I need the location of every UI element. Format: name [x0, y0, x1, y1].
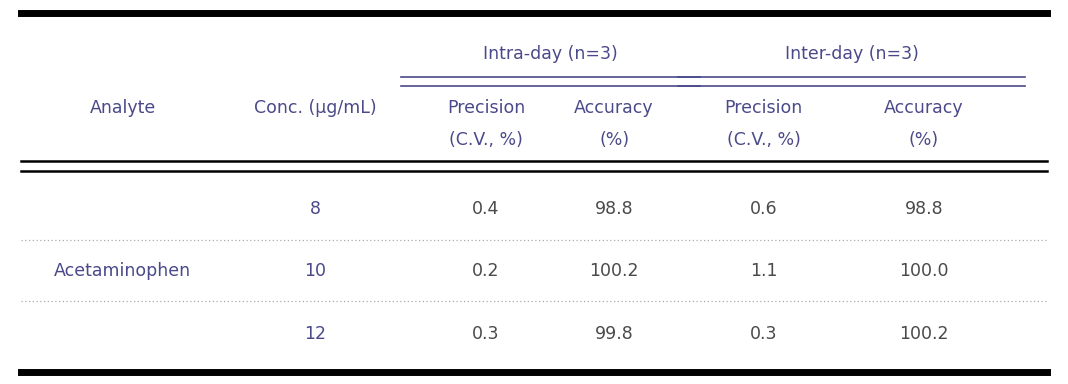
Text: 8: 8	[310, 200, 320, 218]
Text: Accuracy: Accuracy	[575, 99, 654, 116]
Text: Conc. (μg/mL): Conc. (μg/mL)	[254, 99, 376, 116]
Text: 100.2: 100.2	[899, 325, 948, 343]
Text: 0.4: 0.4	[472, 200, 500, 218]
Text: 98.8: 98.8	[905, 200, 943, 218]
Text: 0.6: 0.6	[750, 200, 778, 218]
Text: Precision: Precision	[724, 99, 803, 116]
Text: 1.1: 1.1	[750, 262, 778, 280]
Text: Precision: Precision	[446, 99, 525, 116]
Text: (C.V., %): (C.V., %)	[449, 131, 523, 149]
Text: Accuracy: Accuracy	[884, 99, 963, 116]
Text: 100.2: 100.2	[590, 262, 639, 280]
Text: 100.0: 100.0	[899, 262, 948, 280]
Text: 10: 10	[304, 262, 326, 280]
Text: 98.8: 98.8	[595, 200, 633, 218]
Text: 0.3: 0.3	[750, 325, 778, 343]
Text: (C.V., %): (C.V., %)	[726, 131, 801, 149]
Text: Intra-day (n=3): Intra-day (n=3)	[483, 45, 617, 63]
Text: 0.2: 0.2	[472, 262, 500, 280]
Text: (%): (%)	[909, 131, 939, 149]
Text: Inter-day (n=3): Inter-day (n=3)	[785, 45, 918, 63]
Text: 12: 12	[304, 325, 326, 343]
Text: 0.3: 0.3	[472, 325, 500, 343]
Text: Acetaminophen: Acetaminophen	[54, 262, 191, 280]
Text: 99.8: 99.8	[595, 325, 633, 343]
Text: Analyte: Analyte	[90, 99, 156, 116]
Text: (%): (%)	[599, 131, 629, 149]
